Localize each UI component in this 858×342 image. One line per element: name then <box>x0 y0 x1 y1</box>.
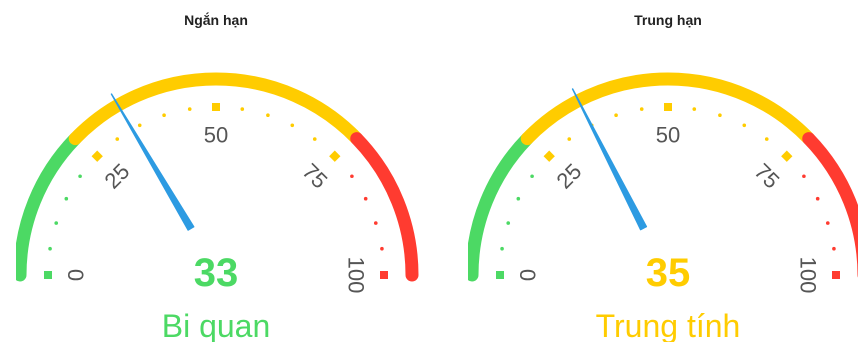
minor-tick-dot <box>832 246 836 251</box>
minor-tick-dot <box>266 113 270 118</box>
gauge-svg: 0 25 50 75 100 35 Trung tính <box>465 72 858 342</box>
tick-label: 25 <box>100 159 135 194</box>
arc-segment-mid <box>68 72 364 146</box>
major-tick-marker <box>496 271 504 279</box>
minor-tick-dot <box>639 107 644 111</box>
minor-tick-dot <box>137 123 142 128</box>
major-tick-marker <box>543 150 555 162</box>
minor-tick-dot <box>54 221 59 225</box>
major-tick-marker <box>832 271 840 279</box>
gauge-value: 33 <box>194 251 239 295</box>
needle-pointer <box>571 88 648 231</box>
gauge-short-term: Ngắn hạn 0 25 50 75 100 33 Bi quan <box>13 0 419 342</box>
major-tick-marker <box>664 103 672 111</box>
minor-tick-dot <box>363 196 368 201</box>
minor-tick-dot <box>718 113 722 118</box>
tick-label: 25 <box>552 159 587 194</box>
gauge-title: Trung hạn <box>634 12 702 28</box>
gauge-status-label: Bi quan <box>162 308 271 342</box>
minor-tick-dot <box>764 137 769 141</box>
gauge-arc <box>13 72 419 282</box>
gauge-medium-term: Trung hạn 0 25 50 75 100 35 Trung tính <box>465 0 858 342</box>
minor-tick-dot <box>373 221 378 225</box>
minor-tick-dot <box>162 113 166 118</box>
tick-label: 100 <box>796 257 821 294</box>
minor-tick-dot <box>64 196 69 201</box>
minor-tick-dot <box>78 174 82 179</box>
major-tick-marker <box>781 150 793 162</box>
major-tick-marker <box>380 271 388 279</box>
arc-segment-high <box>802 132 858 278</box>
minor-tick-dot <box>567 137 572 141</box>
minor-tick-dot <box>614 113 618 118</box>
tick-label: 0 <box>64 269 89 281</box>
minor-tick-dot <box>187 107 192 111</box>
tick-label: 50 <box>204 123 228 148</box>
major-tick-marker <box>91 150 103 162</box>
gauge-svg: 0 25 50 75 100 33 Bi quan <box>13 72 419 342</box>
tick-label: 50 <box>656 123 680 148</box>
gauge-needle <box>110 93 195 231</box>
tick-label: 0 <box>516 269 541 281</box>
minor-tick-dot <box>500 246 504 251</box>
arc-segment-high <box>350 132 419 282</box>
gauge-arc <box>465 72 858 282</box>
tick-label: 100 <box>344 257 369 294</box>
minor-tick-dot <box>692 107 697 111</box>
tick-label: 75 <box>297 159 332 194</box>
gauge-status-label: Trung tính <box>596 308 741 342</box>
minor-tick-dot <box>825 221 830 225</box>
minor-tick-dot <box>115 137 120 141</box>
gauge-value: 35 <box>646 251 691 295</box>
needle-pointer <box>110 93 195 231</box>
minor-tick-dot <box>380 246 384 251</box>
gauge-tick-dots <box>496 103 840 279</box>
minor-tick-dot <box>290 123 295 128</box>
minor-tick-dot <box>742 123 747 128</box>
minor-tick-dot <box>506 221 511 225</box>
minor-tick-dot <box>312 137 317 141</box>
arc-segment-low <box>13 132 82 282</box>
arc-segment-low <box>465 132 534 282</box>
major-tick-marker <box>44 271 52 279</box>
minor-tick-dot <box>516 196 521 201</box>
gauge-needle <box>571 88 648 231</box>
minor-tick-dot <box>350 174 354 179</box>
minor-tick-dot <box>48 246 52 251</box>
tick-label: 75 <box>749 159 784 194</box>
gauge-title: Ngắn hạn <box>184 12 248 28</box>
minor-tick-dot <box>802 174 806 179</box>
major-tick-marker <box>212 103 220 111</box>
minor-tick-dot <box>530 174 534 179</box>
arc-segment-mid <box>520 72 816 146</box>
major-tick-marker <box>329 150 341 162</box>
minor-tick-dot <box>815 196 820 201</box>
minor-tick-dot <box>240 107 245 111</box>
